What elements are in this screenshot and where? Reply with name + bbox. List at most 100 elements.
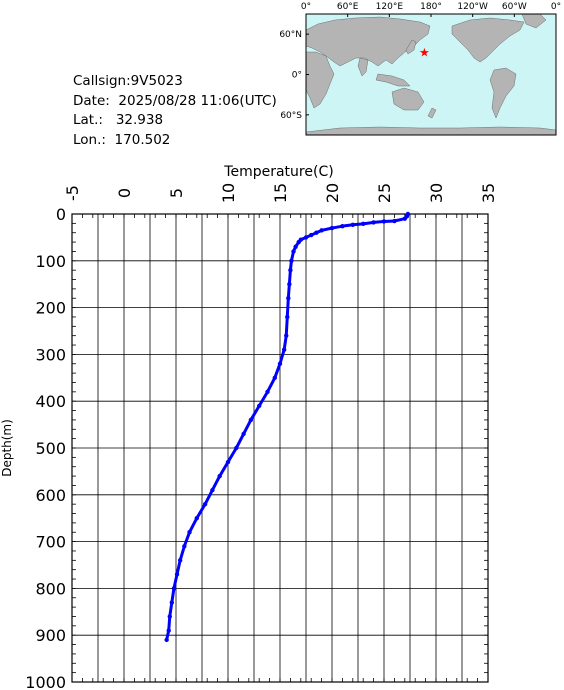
africa-landmass — [306, 51, 335, 109]
world-map: 0° 60°E 120°E 180° 120°W 60°W 0° 60°N 0° 60°S ★ — [279, 2, 561, 136]
data-point — [361, 221, 366, 227]
lon-row: Lon.: 170.502 — [73, 131, 277, 151]
y-tick-labels: 0 100 200 300 400 500 600 700 800 900 1000 — [25, 205, 66, 690]
data-point — [202, 501, 208, 507]
eurasia-landmass — [306, 16, 431, 67]
map-lon-label: 60°W — [502, 2, 527, 12]
data-point — [169, 600, 175, 605]
x-tick-label: 35 — [479, 183, 498, 203]
map-lat-label: 0° — [292, 71, 302, 81]
x-tick-label: 0 — [115, 188, 134, 198]
station-marker: ★ — [419, 45, 430, 59]
data-point — [371, 220, 376, 225]
y-tick-label: 0 — [56, 205, 66, 224]
lon-value: 170.502 — [114, 131, 171, 148]
data-point — [166, 628, 171, 633]
data-point — [217, 473, 222, 479]
map-lat-label: 60°N — [279, 30, 302, 40]
data-point — [303, 235, 309, 240]
temperature-profile-series — [164, 211, 411, 643]
data-point — [194, 516, 199, 521]
data-point — [296, 239, 301, 245]
japan-landmass — [405, 39, 417, 55]
data-point — [187, 530, 192, 535]
x-tick-label: 25 — [375, 183, 394, 203]
callsign-value: 9V5023 — [130, 73, 183, 89]
map-latitude-labels: 60°N 0° 60°S — [279, 30, 302, 121]
lat-label: Lat.: — [73, 112, 103, 128]
data-point — [241, 431, 246, 437]
x-tick-label: 20 — [323, 183, 342, 203]
y-axis-label: Depth(m) — [0, 419, 14, 477]
north-america-landmass — [451, 17, 525, 63]
data-point — [277, 361, 283, 366]
data-point — [288, 267, 293, 273]
x-tick-labels: -5 0 5 10 15 20 25 30 35 — [63, 183, 498, 203]
data-point — [265, 389, 270, 395]
y-tick-label: 200 — [35, 299, 66, 318]
data-point — [286, 296, 291, 301]
data-point — [284, 333, 289, 338]
data-point — [248, 417, 254, 423]
data-point — [234, 445, 239, 451]
chart-grid — [71, 213, 489, 683]
series-line — [165, 213, 410, 641]
data-point — [210, 487, 215, 493]
data-point — [291, 249, 296, 254]
data-point — [340, 223, 345, 229]
map-lon-label: 120°W — [457, 2, 488, 12]
lon-label: Lon.: — [73, 131, 106, 148]
y-tick-label: 900 — [35, 626, 66, 645]
date-value: 2025/08/28 11:06(UTC) — [118, 92, 277, 109]
data-point — [289, 258, 294, 263]
data-point — [225, 459, 231, 465]
plot-frame — [71, 213, 489, 683]
data-point — [402, 216, 407, 221]
data-point — [319, 228, 324, 233]
data-point — [182, 544, 187, 549]
x-tick-label: -5 — [63, 185, 82, 201]
y-tick-label: 100 — [35, 252, 66, 271]
data-point — [171, 586, 177, 591]
data-point — [174, 572, 180, 577]
data-point — [314, 230, 319, 235]
x-tick-label: 30 — [427, 183, 446, 203]
data-point — [381, 219, 387, 224]
data-point — [164, 637, 169, 643]
x-tick-label: 10 — [219, 183, 238, 203]
data-point — [272, 375, 277, 380]
data-point — [309, 232, 314, 238]
map-lon-label: 60°E — [337, 2, 359, 12]
date-label: Date: — [73, 92, 110, 109]
callsign-label: Callsign: — [73, 73, 131, 89]
date-row: Date: 2025/08/28 11:06(UTC) — [73, 92, 277, 112]
data-point — [350, 222, 355, 227]
india-landmass — [357, 57, 369, 77]
map-ticks — [305, 14, 557, 116]
data-point — [257, 403, 262, 409]
data-point — [177, 558, 183, 563]
y-tick-label: 800 — [35, 579, 66, 598]
data-point — [167, 614, 172, 619]
y-tick-label: 500 — [35, 439, 66, 458]
data-point — [287, 282, 292, 287]
map-lon-label: 180° — [420, 2, 442, 12]
lat-value: 32.938 — [115, 112, 164, 128]
australia-landmass — [391, 87, 425, 111]
y-tick-label: 700 — [35, 533, 66, 552]
lat-row: Lat.: 32.938 — [73, 111, 277, 131]
map-lon-label: 0° — [301, 2, 311, 12]
map-lat-label: 60°S — [280, 111, 302, 121]
map-lon-label: 120°E — [376, 2, 404, 12]
map-longitude-labels: 0° 60°E 120°E 180° 120°W 60°W 0° — [301, 2, 561, 12]
x-axis-label: Temperature(C) — [223, 164, 333, 180]
data-point — [392, 218, 397, 224]
data-point — [329, 225, 335, 231]
y-tick-label: 400 — [35, 392, 66, 411]
data-point — [281, 347, 287, 352]
x-tick-label: 5 — [167, 188, 186, 198]
callsign-row: Callsign:9V5023 — [73, 72, 277, 92]
map-lon-label: 0° — [551, 2, 561, 12]
y-tick-label: 300 — [35, 345, 66, 364]
